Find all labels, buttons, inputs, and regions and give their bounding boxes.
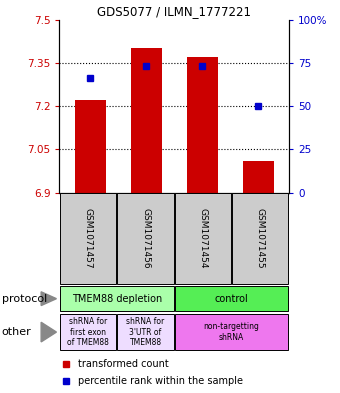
Bar	[75, 100, 106, 193]
Text: percentile rank within the sample: percentile rank within the sample	[78, 376, 243, 386]
Text: shRNA for
3'UTR of
TMEM88: shRNA for 3'UTR of TMEM88	[126, 317, 165, 347]
Bar	[60, 193, 116, 284]
Bar	[117, 193, 174, 284]
Bar	[117, 314, 174, 350]
Text: GSM1071455: GSM1071455	[256, 208, 265, 269]
Bar	[175, 286, 288, 311]
Bar	[175, 314, 288, 350]
Text: GSM1071454: GSM1071454	[199, 209, 207, 269]
Text: protocol: protocol	[2, 294, 47, 304]
Polygon shape	[41, 322, 56, 342]
Bar	[175, 193, 231, 284]
Polygon shape	[41, 292, 56, 306]
Text: shRNA for
first exon
of TMEM88: shRNA for first exon of TMEM88	[67, 317, 109, 347]
Text: GSM1071457: GSM1071457	[84, 208, 93, 269]
Text: TMEM88 depletion: TMEM88 depletion	[72, 294, 162, 304]
Title: GDS5077 / ILMN_1777221: GDS5077 / ILMN_1777221	[97, 6, 251, 18]
Bar	[187, 57, 218, 193]
Text: transformed count: transformed count	[78, 359, 169, 369]
Text: other: other	[2, 327, 31, 337]
Bar	[131, 48, 162, 193]
Bar	[60, 314, 116, 350]
Text: GSM1071456: GSM1071456	[141, 208, 150, 269]
Bar	[232, 193, 288, 284]
Text: control: control	[215, 294, 249, 304]
Bar	[243, 161, 274, 193]
Text: non-targetting
shRNA: non-targetting shRNA	[204, 322, 259, 342]
Bar	[60, 286, 174, 311]
